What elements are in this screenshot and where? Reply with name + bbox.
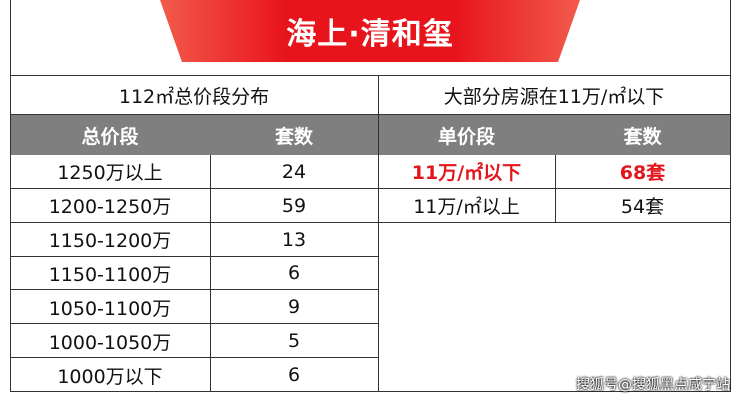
table-cell: 1000-1050万 — [48, 331, 172, 354]
frame — [10, 0, 11, 392]
column-header: 套数 — [555, 115, 730, 155]
row-line — [10, 221, 378, 223]
table-cell: 6 — [287, 364, 301, 387]
table-cell: 1200-1250万 — [48, 196, 172, 219]
title: 海上·清和玺 — [286, 17, 454, 52]
table-cell: 9 — [287, 296, 301, 319]
column-header: 总价段 — [10, 115, 210, 155]
table-cell: 24 — [281, 160, 307, 183]
table-cell: 1150-1200万 — [48, 230, 172, 253]
table-title: 大部分房源在11万/㎡以下 — [443, 85, 665, 108]
row-line — [10, 187, 378, 189]
frame — [730, 0, 731, 392]
table-cell: 5 — [287, 330, 301, 353]
table-cell: 59 — [281, 194, 307, 217]
row-line — [10, 323, 378, 325]
col-line — [555, 155, 556, 223]
frame — [378, 75, 379, 392]
row-line — [378, 187, 730, 189]
row-line — [10, 289, 378, 291]
watermark: 搜狐号@搜狐黑点咸宁站 — [576, 377, 730, 393]
column-header: 套数 — [210, 115, 378, 155]
frame — [10, 391, 731, 392]
table-cell: 13 — [281, 228, 307, 251]
row-line — [10, 114, 378, 115]
table-cell: 11万/㎡以上 — [413, 196, 520, 219]
table-cell: 6 — [287, 262, 301, 285]
row-line — [378, 114, 730, 115]
col-line — [210, 155, 211, 392]
table-cell: 1250万以上 — [57, 162, 163, 185]
frame — [10, 75, 730, 76]
table-cell: 1150-1100万 — [48, 263, 172, 286]
table-cell: 68套 — [619, 162, 666, 185]
row-line — [10, 357, 378, 359]
row-line — [10, 255, 378, 257]
table-cell: 1050-1100万 — [48, 297, 172, 320]
table-cell: 11万/㎡以下 — [411, 162, 522, 185]
table-cell: 1000万以下 — [57, 365, 163, 388]
table-title: 112㎡总价段分布 — [118, 85, 270, 108]
column-header: 单价段 — [378, 115, 555, 155]
banner — [160, 0, 580, 62]
row-line — [378, 221, 730, 223]
table-cell: 54套 — [620, 196, 665, 219]
